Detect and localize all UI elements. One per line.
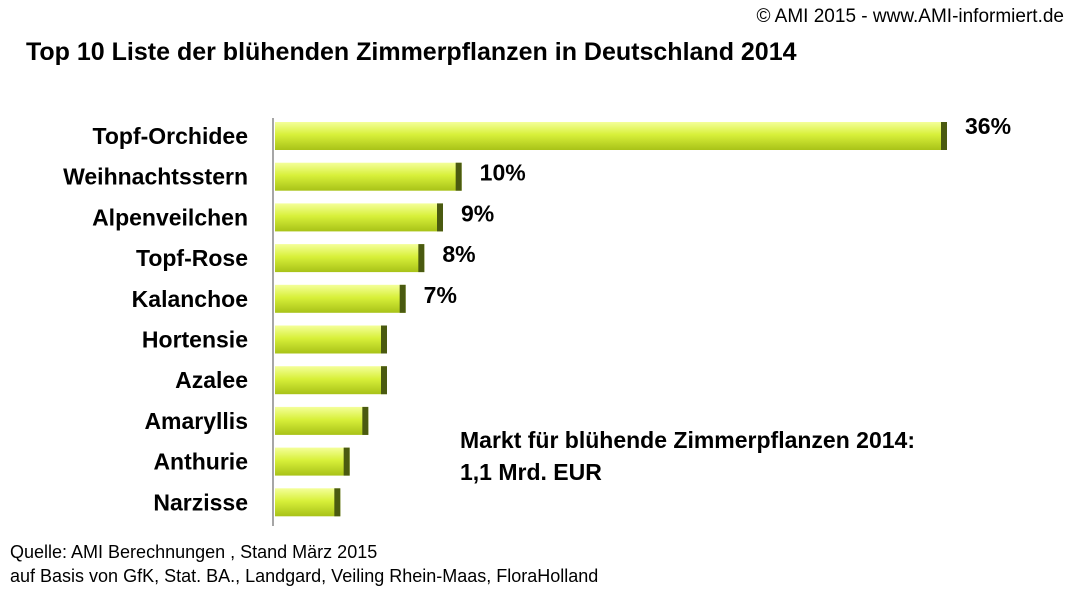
category-label: Weihnachtsstern [63, 164, 248, 190]
category-label: Alpenveilchen [92, 204, 248, 230]
category-label: Azalee [175, 367, 248, 393]
bar [275, 447, 350, 476]
bar-end-cap [381, 366, 387, 395]
bar-end-cap [362, 406, 369, 435]
bar [275, 325, 387, 354]
bar-end-cap [941, 122, 947, 150]
bar-end-cap [437, 203, 443, 232]
bar [275, 406, 369, 435]
value-label: 36% [965, 113, 1011, 139]
bar-end-cap [455, 162, 462, 191]
category-label: Hortensie [142, 327, 248, 353]
bar-end-cap [381, 325, 387, 354]
bar [275, 366, 387, 395]
bar [275, 203, 443, 232]
bar-end-cap [343, 447, 350, 476]
value-label: 10% [480, 160, 526, 186]
bar [275, 284, 406, 313]
source-line2: auf Basis von GfK, Stat. BA., Landgard, … [10, 566, 599, 586]
value-label: 8% [442, 241, 475, 267]
bar-end-cap [334, 488, 341, 517]
bar [275, 488, 341, 517]
bar-end-cap [399, 284, 406, 313]
copyright-text: © AMI 2015 - www.AMI-informiert.de [756, 6, 1064, 27]
value-label: 7% [424, 282, 457, 308]
bar [275, 244, 425, 273]
category-label: Topf-Orchidee [93, 123, 248, 149]
bar [275, 122, 947, 150]
value-label: 9% [461, 200, 494, 226]
bar [275, 162, 462, 191]
category-label: Kalanchoe [132, 286, 248, 312]
category-label: Topf-Rose [136, 245, 248, 271]
bar-end-cap [418, 244, 425, 273]
category-label: Narzisse [153, 489, 248, 515]
market-annotation-line1: Markt für blühende Zimmerpflanzen 2014: [460, 427, 915, 453]
source-note: Quelle: AMI Berechnungen , Stand März 20… [10, 540, 598, 588]
category-label: Amaryllis [144, 408, 248, 434]
source-line1: Quelle: AMI Berechnungen , Stand März 20… [10, 542, 378, 562]
market-annotation: Markt für blühende Zimmerpflanzen 2014: … [460, 424, 915, 488]
market-annotation-line2: 1,1 Mrd. EUR [460, 459, 602, 485]
chart-title: Top 10 Liste der blühenden Zimmerpflanze… [26, 38, 797, 66]
category-label: Anthurie [153, 449, 248, 475]
